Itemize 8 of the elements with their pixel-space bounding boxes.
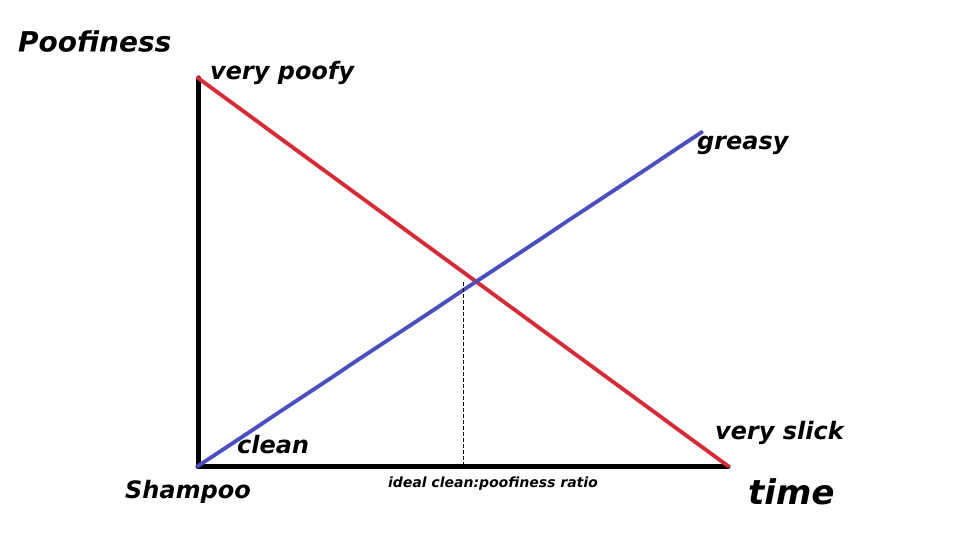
text: ideal clean:poofiness ratio: [388, 475, 598, 491]
annotation: clean: [237, 431, 310, 459]
annotation: greasy: [697, 127, 790, 155]
text: Shampoo: [125, 476, 251, 504]
y-axis-title: Poofiness: [18, 26, 172, 58]
annotation: very slick: [715, 417, 846, 445]
annotation: very poofy: [210, 57, 356, 85]
x-axis-title: time: [748, 473, 834, 513]
